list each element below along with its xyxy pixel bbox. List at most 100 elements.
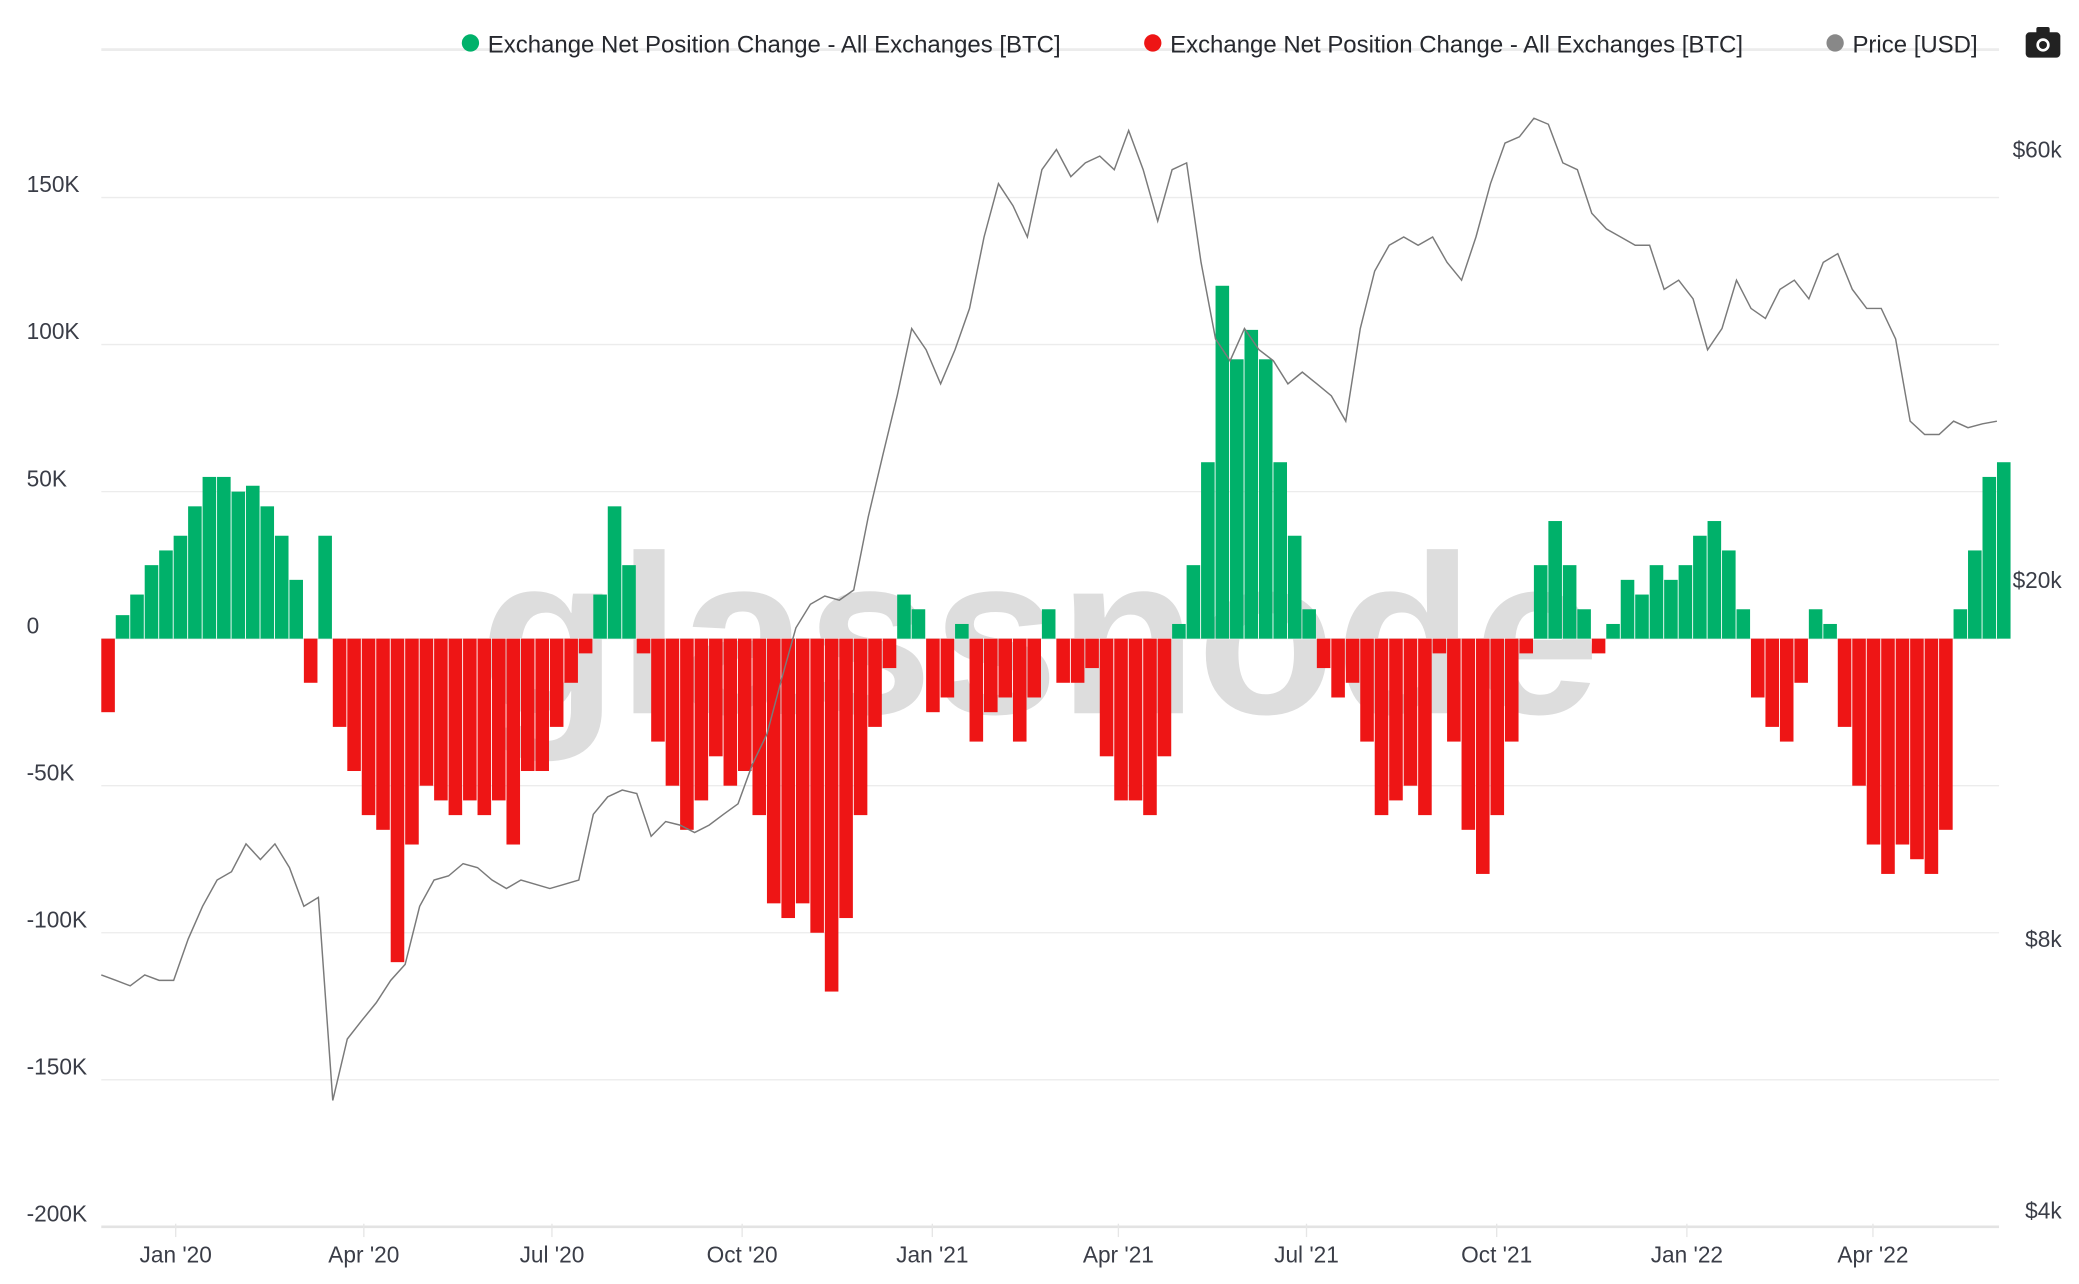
legend-item-price[interactable]: Price [USD] [1826,31,1978,58]
y-tick-label: -100K [27,906,87,932]
bar-negative [709,638,723,757]
legend-item-outflow[interactable]: Exchange Net Position Change - All Excha… [1144,31,1743,58]
bar-positive [1823,623,1837,639]
bar-positive [1258,359,1273,639]
x-tick-label: Oct '21 [1461,1241,1532,1267]
x-tick-label: Jul '21 [1274,1241,1339,1267]
bar-negative [781,638,795,919]
bar-positive [231,491,246,639]
bar-negative [1866,638,1881,845]
bar-positive [318,535,332,639]
bar-positive [1953,609,1968,639]
bar-negative [1360,638,1374,742]
bar-positive [1693,535,1707,639]
bar-positive [202,476,217,639]
bar-negative [1490,638,1505,816]
bar-negative [361,638,376,816]
bar-positive [607,506,622,639]
net-position-bars [101,285,2011,992]
bar-positive [1201,462,1215,639]
bar-positive [1172,623,1186,639]
bar-positive [260,506,275,639]
bar-positive [593,594,607,639]
bar-positive [1736,609,1751,639]
bar-negative [1085,638,1099,669]
bar-positive [115,615,130,639]
bar-positive [1808,609,1823,639]
bar-negative [998,638,1013,698]
bar-positive [1722,550,1736,639]
bar-negative [940,638,955,698]
bar-positive [1562,565,1577,639]
bar-positive [1273,462,1288,639]
y-tick-label: -200K [27,1200,87,1226]
bar-negative [795,638,810,904]
price-line [101,117,1998,1101]
bar-positive [1287,535,1302,639]
bar-negative [752,638,767,816]
bar-negative [1331,638,1345,698]
bar-negative [1895,638,1910,845]
bar-positive [144,565,159,639]
grid [101,48,2000,1229]
bar-positive [1533,565,1548,639]
bar-positive [159,550,173,639]
bar-negative [520,638,535,772]
bar-positive [1548,521,1562,639]
bar-negative [926,638,940,713]
y2-tick-label: $8k [2025,926,2062,952]
bar-negative [1881,638,1895,874]
bar-positive [1996,462,2011,639]
bar-negative [1779,638,1794,742]
bar-negative [1519,638,1534,654]
legend: Exchange Net Position Change - All Excha… [461,31,1978,58]
bar-negative [1750,638,1765,698]
x-tick-label: Apr '21 [1083,1241,1154,1267]
bar-positive [1606,623,1620,639]
legend-item-inflow[interactable]: Exchange Net Position Change - All Excha… [461,31,1061,58]
bar-negative [1910,638,1924,860]
x-tick-label: Oct '20 [707,1241,778,1267]
bar-negative [694,638,709,801]
bar-negative [1476,638,1490,874]
bar-positive [1244,329,1259,639]
bar-negative [824,638,839,992]
left-axis: 150K 100K 50K 0 -50K -100K -150K -200K [27,171,87,1226]
bar-negative [477,638,492,816]
legend-dot-gray [1826,34,1844,52]
bar-negative [1157,638,1172,757]
bar-negative [1418,638,1432,816]
bar-positive [1230,359,1244,639]
bar-negative [332,638,347,727]
legend-dot-red [1144,34,1162,52]
right-axis: $60k $20k $8k $4k [2013,137,2063,1224]
camera-icon[interactable] [2025,26,2061,58]
bar-negative [680,638,694,830]
bar-positive [911,609,926,639]
bar-negative [1447,638,1461,742]
legend-label-inflow: Exchange Net Position Change - All Excha… [488,31,1061,58]
bar-negative [723,638,738,786]
x-tick-label: Jul '20 [520,1241,585,1267]
bar-negative [636,638,651,654]
bar-negative [984,638,998,713]
bar-negative [1504,638,1519,742]
bar-negative [101,638,115,713]
bar-negative [1389,638,1403,801]
bar-positive [1186,565,1201,639]
bar-positive [245,485,260,639]
bar-negative [1794,638,1808,683]
bar-negative [1591,638,1606,654]
bar-negative [434,638,448,801]
x-tick-label: Apr '22 [1837,1241,1908,1267]
bar-positive [1635,594,1649,639]
bar-negative [766,638,781,904]
x-axis: Jan '20 Apr '20 Jul '20 Oct '20 Jan '21 Apr '… [140,1223,1908,1267]
bar-positive [1707,521,1722,639]
bar-negative [491,638,506,801]
bar-negative [1316,638,1331,669]
bar-negative [1852,638,1866,786]
bar-negative [853,638,868,816]
x-tick-label: Jan '21 [896,1241,968,1267]
bar-negative [969,638,984,742]
